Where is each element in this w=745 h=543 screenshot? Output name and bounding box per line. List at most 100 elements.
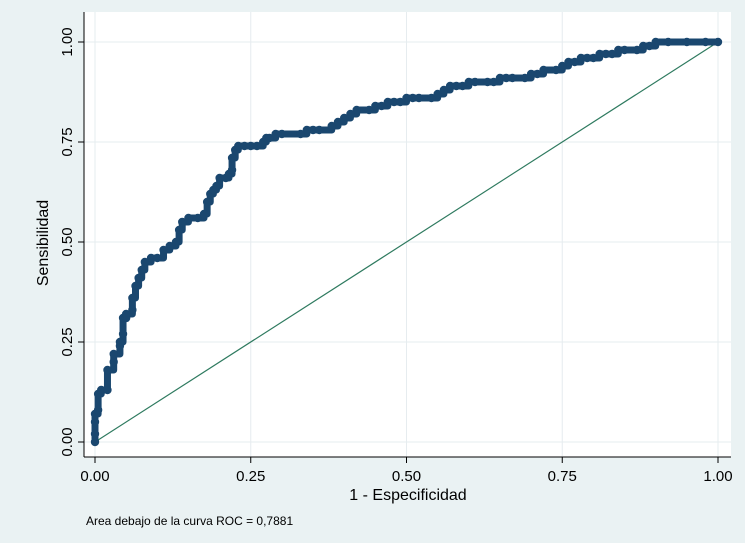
roc-point bbox=[495, 73, 505, 83]
roc-point bbox=[439, 85, 449, 95]
roc-point bbox=[315, 125, 324, 135]
roc-point bbox=[377, 101, 386, 111]
reference-line bbox=[94, 41, 719, 443]
roc-point bbox=[109, 357, 118, 367]
x-tick-label: 0.25 bbox=[236, 468, 265, 485]
roc-point bbox=[389, 97, 399, 107]
roc-point bbox=[620, 45, 629, 55]
roc-point bbox=[464, 77, 473, 87]
roc-point bbox=[234, 141, 243, 151]
roc-point bbox=[663, 37, 673, 47]
roc-point bbox=[90, 437, 100, 447]
roc-point bbox=[458, 81, 467, 91]
roc-point bbox=[118, 329, 128, 339]
roc-point bbox=[90, 429, 100, 439]
roc-point bbox=[134, 273, 143, 283]
roc-point bbox=[551, 65, 561, 75]
roc-point bbox=[414, 93, 424, 103]
roc-point bbox=[396, 97, 405, 107]
x-tick-label: 1.00 bbox=[703, 468, 732, 485]
roc-point bbox=[489, 77, 498, 87]
roc-point bbox=[346, 109, 355, 119]
roc-point bbox=[639, 41, 648, 51]
roc-point bbox=[131, 281, 140, 291]
roc-point bbox=[483, 77, 492, 87]
roc-point bbox=[128, 293, 137, 303]
roc-point bbox=[333, 117, 343, 127]
roc-point bbox=[115, 337, 125, 347]
roc-point bbox=[595, 49, 604, 59]
roc-point bbox=[340, 113, 349, 123]
y-tick-label: 0.00 bbox=[59, 427, 76, 456]
roc-point bbox=[121, 309, 131, 319]
plot-area bbox=[84, 12, 731, 457]
roc-point bbox=[445, 81, 455, 91]
roc-point bbox=[589, 53, 598, 63]
roc-point bbox=[128, 305, 137, 315]
roc-point bbox=[184, 213, 193, 223]
roc-point bbox=[140, 257, 150, 267]
tick-marks: 0.00 0.25 0.50 0.75 1.00 0.00 0.25 0.50 0.75 1.00 bbox=[59, 27, 733, 485]
roc-point bbox=[526, 69, 536, 79]
roc-point bbox=[601, 49, 611, 59]
roc-point bbox=[97, 385, 106, 395]
roc-point bbox=[212, 181, 221, 191]
roc-point bbox=[296, 129, 305, 139]
roc-point bbox=[539, 65, 548, 75]
roc-point bbox=[174, 225, 184, 235]
roc-point bbox=[701, 37, 710, 47]
roc-point bbox=[193, 213, 202, 223]
roc-point bbox=[402, 93, 411, 103]
roc-point bbox=[246, 141, 255, 151]
roc-point bbox=[651, 37, 660, 47]
roc-point bbox=[582, 53, 592, 63]
roc-point bbox=[93, 405, 103, 415]
roc-point bbox=[171, 237, 181, 247]
roc-point bbox=[327, 121, 336, 131]
reference-line-layer bbox=[94, 41, 719, 443]
roc-point bbox=[371, 101, 380, 111]
roc-point bbox=[215, 173, 224, 183]
roc-point bbox=[199, 209, 209, 219]
roc-point bbox=[433, 89, 442, 99]
auc-note: Area debajo de la curva ROC = 0,7881 bbox=[86, 514, 293, 528]
y-tick-label: 0.50 bbox=[59, 227, 76, 256]
roc-point bbox=[146, 253, 156, 263]
roc-point bbox=[614, 45, 623, 55]
roc-point bbox=[558, 61, 567, 71]
roc-point bbox=[570, 57, 579, 67]
roc-point bbox=[103, 365, 112, 375]
x-tick-label: 0.00 bbox=[80, 468, 109, 485]
roc-point bbox=[265, 133, 274, 143]
roc-point bbox=[564, 57, 573, 67]
roc-point bbox=[364, 105, 374, 115]
roc-point bbox=[501, 73, 511, 83]
roc-point bbox=[607, 49, 617, 59]
roc-point bbox=[470, 77, 480, 87]
roc-point bbox=[352, 105, 361, 115]
roc-point bbox=[682, 37, 692, 47]
roc-point bbox=[308, 125, 318, 135]
roc-point bbox=[277, 129, 287, 139]
x-axis-title: 1 - Especificidad bbox=[349, 487, 466, 504]
y-tick-label: 0.75 bbox=[59, 127, 76, 156]
roc-point bbox=[252, 141, 262, 151]
roc-point bbox=[202, 197, 212, 207]
roc-point bbox=[165, 241, 174, 251]
roc-point bbox=[227, 165, 237, 175]
roc-point bbox=[90, 417, 100, 427]
roc-point bbox=[713, 37, 723, 47]
roc-point bbox=[508, 73, 517, 83]
roc-point bbox=[302, 125, 312, 135]
roc-point bbox=[153, 253, 162, 263]
x-tick-label: 0.75 bbox=[548, 468, 577, 485]
roc-point bbox=[427, 93, 436, 103]
roc-point bbox=[576, 53, 586, 63]
roc-point bbox=[452, 81, 461, 91]
roc-point bbox=[109, 349, 118, 359]
roc-point bbox=[159, 245, 168, 255]
y-axis-title: Sensibilidad bbox=[35, 200, 52, 286]
roc-point bbox=[271, 129, 280, 139]
